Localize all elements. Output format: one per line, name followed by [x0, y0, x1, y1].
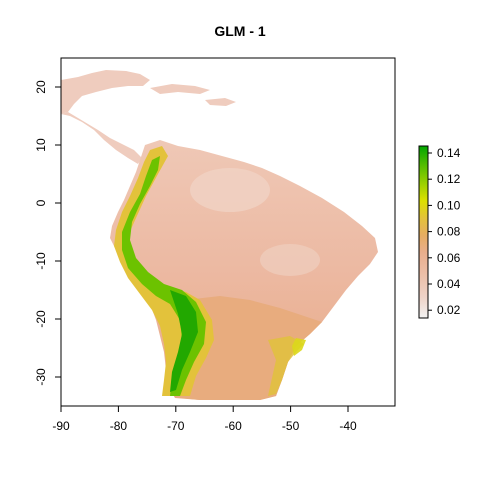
- y-axis: 20 10 0 -10 -20 -30: [34, 80, 62, 386]
- x-tick-label: -60: [225, 419, 243, 433]
- y-tick-label: -20: [34, 310, 48, 328]
- amazon-light-patch: [190, 168, 270, 212]
- legend-tick-label: 0.04: [437, 277, 461, 291]
- x-axis: -90 -80 -70 -60 -50 -40: [52, 405, 357, 433]
- y-tick-label: -30: [34, 368, 48, 386]
- hispaniola: [205, 98, 236, 106]
- x-tick-label: -90: [52, 419, 70, 433]
- x-tick-label: -70: [167, 419, 185, 433]
- legend-colorbar: [418, 145, 429, 319]
- legend-tick-label: 0.12: [437, 172, 461, 186]
- legend-tick-label: 0.08: [437, 225, 461, 239]
- legend-ticks: 0.14 0.12 0.10 0.08 0.06 0.04 0.02: [428, 146, 461, 317]
- x-tick-label: -50: [282, 419, 300, 433]
- map-title: GLM - 1: [214, 23, 266, 39]
- y-tick-label: 20: [34, 80, 48, 94]
- interior-light-patch: [260, 244, 320, 276]
- y-tick-label: 0: [34, 199, 48, 206]
- gulf-coast: [61, 112, 142, 164]
- legend-tick-label: 0.14: [437, 146, 461, 160]
- map-raster: [61, 70, 378, 400]
- legend-tick-label: 0.06: [437, 251, 461, 265]
- x-tick-label: -40: [339, 419, 357, 433]
- y-tick-label: -10: [34, 252, 48, 270]
- central-america-landmass: [61, 70, 150, 114]
- cuba: [150, 84, 210, 94]
- y-tick-label: 10: [34, 138, 48, 152]
- andes-dark-green: [170, 290, 198, 392]
- legend-tick-label: 0.10: [437, 198, 461, 212]
- southern-warm-zone: [176, 296, 322, 400]
- legend-tick-label: 0.02: [437, 303, 461, 317]
- se-coast-yellow: [292, 338, 306, 356]
- x-tick-label: -80: [110, 419, 128, 433]
- color-legend: 0.14 0.12 0.10 0.08 0.06 0.04 0.02: [418, 145, 461, 319]
